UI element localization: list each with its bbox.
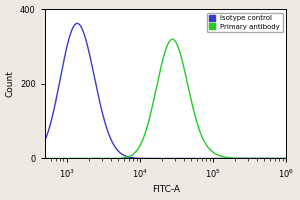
X-axis label: FITC-A: FITC-A xyxy=(152,185,180,194)
Legend: Isotype control, Primary antibody: Isotype control, Primary antibody xyxy=(206,13,283,32)
Y-axis label: Count: Count xyxy=(6,70,15,97)
